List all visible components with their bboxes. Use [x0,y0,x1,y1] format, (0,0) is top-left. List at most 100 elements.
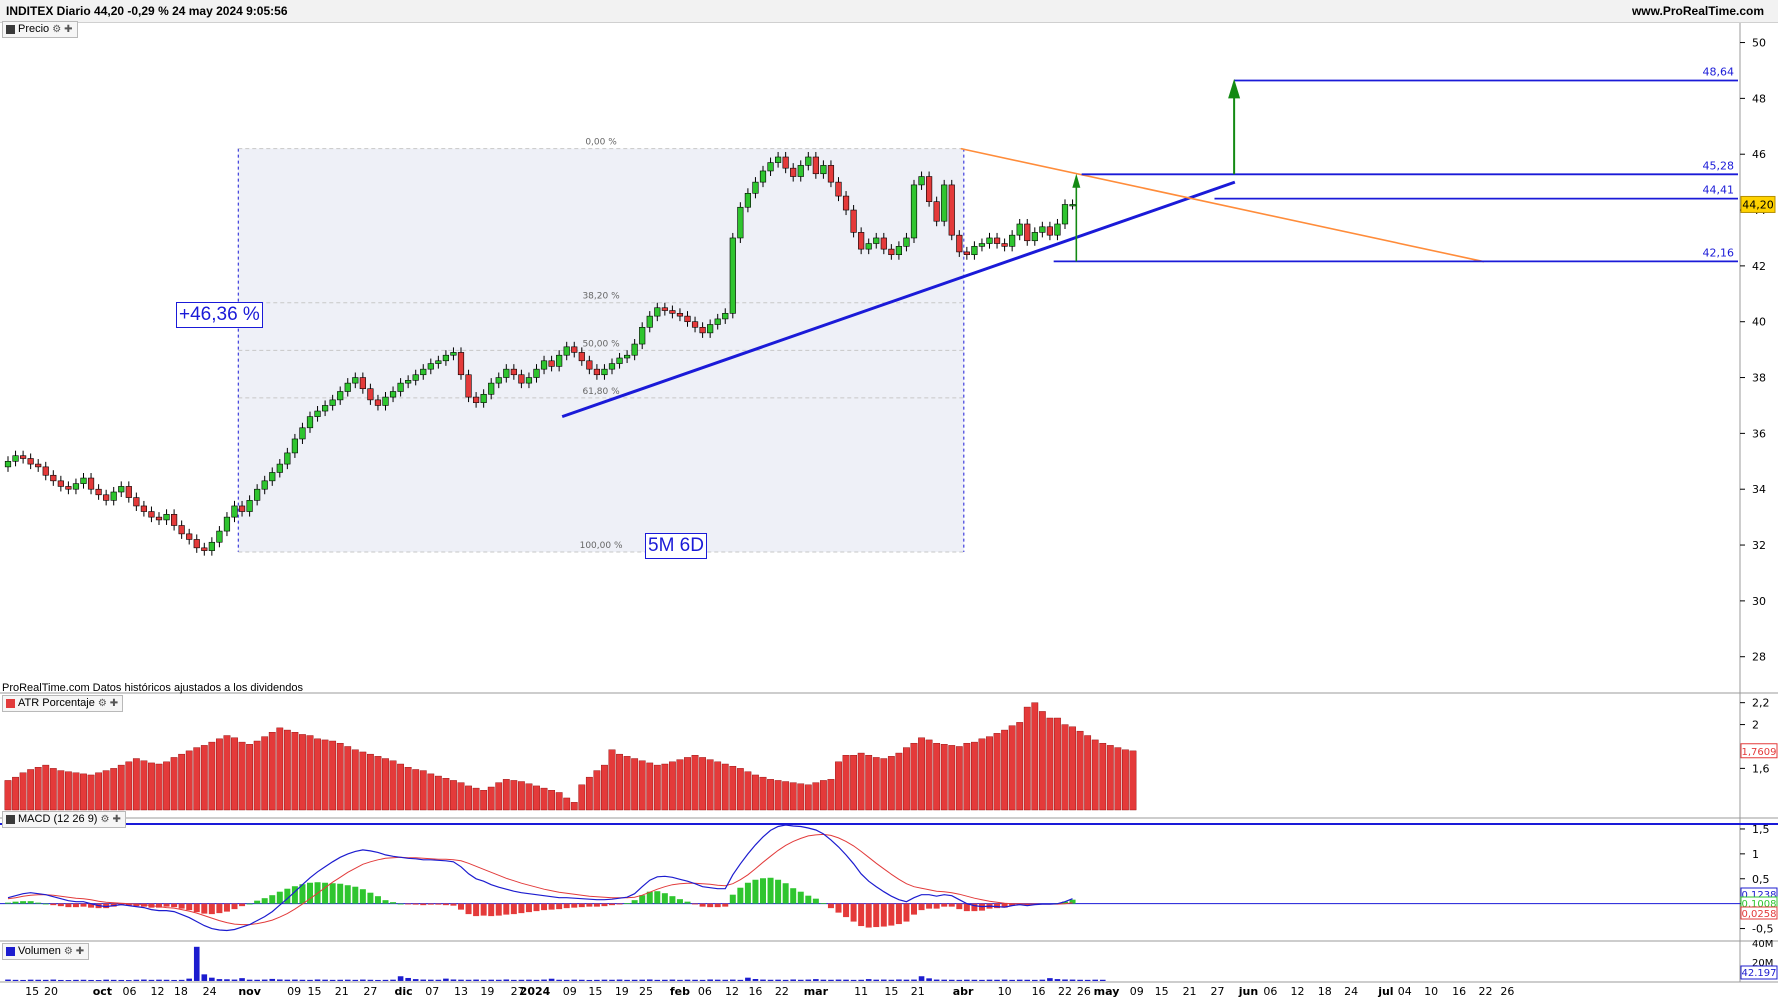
atr-bar [872,757,880,811]
macd-histogram-bar [231,903,238,910]
macd-histogram-bar [291,886,298,904]
x-tick-label: 21 [335,985,349,998]
price-candle [850,209,857,233]
macd-histogram-bar [458,903,464,910]
atr-bar [676,759,684,811]
price-panel-tag[interactable]: Precio ⚙ ✚ [2,21,78,38]
volume-panel-label: Volumen [18,945,61,957]
volume-bar [684,979,691,981]
atr-bar [95,772,103,811]
volume-bar [986,979,993,981]
plus-icon[interactable]: ✚ [64,24,73,35]
atr-bar [593,770,601,811]
price-candle [722,313,729,320]
volume-bar [556,979,562,981]
atr-panel-tag[interactable]: ATR Porcentaje ⚙ ✚ [2,695,124,712]
wrench-icon[interactable]: ⚙ [97,698,107,709]
atr-bar [940,744,948,811]
price-candle [163,514,170,521]
macd-histogram-bar [797,891,804,904]
atr-bar [170,757,178,811]
x-tick-label: feb [670,985,690,998]
price-candle [654,307,661,317]
atr-bar [291,732,299,811]
wrench-icon[interactable]: ⚙ [100,814,110,825]
macd-tick-label: 0,5 [1752,873,1770,886]
price-candle [1024,223,1031,242]
price-candle [684,315,691,323]
price-candle [1031,232,1038,242]
plus-icon[interactable]: ✚ [112,814,121,825]
macd-histogram-bar [322,882,329,904]
atr-bar [80,773,87,811]
volume-panel-tag[interactable]: Volumen ⚙ ✚ [2,943,90,960]
volume-bar [246,979,253,981]
price-candle [873,237,880,244]
macd-histogram-bar [782,883,789,904]
price-candle [231,505,238,518]
price-candle [405,380,412,384]
macd-value-tag [1740,906,1778,920]
duration-label[interactable]: 5M 6D [645,533,707,559]
volume-bar [858,979,864,981]
price-candle [691,321,699,328]
volume-bar [163,979,170,981]
atr-bar [601,764,608,811]
macd-histogram-bar [382,900,389,904]
volume-tick-label: 40M [1752,939,1773,950]
price-candle [858,232,865,250]
price-level-label: 45,28 [1703,159,1735,172]
atr-bar [638,760,646,811]
price-candle [420,368,427,376]
atr-bar [49,768,57,811]
price-candle [321,405,329,412]
atr-bar [842,755,850,811]
atr-tick-label: 1,6 [1752,762,1770,775]
atr-bar [608,749,616,811]
volume-bar [27,979,34,981]
macd-histogram-bar [307,882,313,904]
site-name[interactable]: www.ProRealTime.com [1631,4,1764,18]
price-candle [344,382,351,392]
atr-bar [903,747,910,811]
atr-bar [397,763,404,811]
wrench-icon[interactable]: ⚙ [63,946,73,957]
volume-bar [88,979,94,981]
price-candle [299,427,306,440]
price-candle [797,165,804,177]
y-tick-label: 46 [1752,148,1766,161]
atr-bar [736,768,744,811]
macd-swatch [6,815,15,824]
volume-bar [699,979,706,981]
volume-bar [171,979,177,981]
macd-histogram-bar [88,903,95,908]
atr-bar [895,752,903,811]
plus-icon[interactable]: ✚ [75,946,85,957]
price-candle [57,480,64,487]
x-tick-label: 12 [725,985,739,998]
wrench-icon[interactable]: ⚙ [52,24,62,35]
volume-bar [458,979,464,981]
price-candle [963,251,970,256]
volume-bar [73,979,79,981]
macd-panel-tag[interactable]: MACD (12 26 9) ⚙ ✚ [2,811,126,828]
atr-bar [789,782,797,811]
volume-bar [1084,979,1091,981]
x-tick-label: 06 [123,985,137,998]
atr-bar [827,779,835,811]
macd-histogram-bar [27,901,34,904]
atr-bar [804,784,812,811]
volume-bar [707,979,713,981]
macd-histogram-bar [941,903,948,907]
macd-histogram-bar [171,903,178,908]
macd-histogram-bar [254,900,261,904]
volume-bar [526,979,532,981]
price-candle [389,391,397,398]
gain-label[interactable]: +46,36 % [176,302,263,328]
price-candle [269,472,276,482]
price-candle [593,368,600,376]
plus-icon[interactable]: ✚ [109,698,119,709]
macd-histogram-bar [420,903,427,906]
volume-bar [465,979,472,981]
atr-bar [472,787,480,811]
